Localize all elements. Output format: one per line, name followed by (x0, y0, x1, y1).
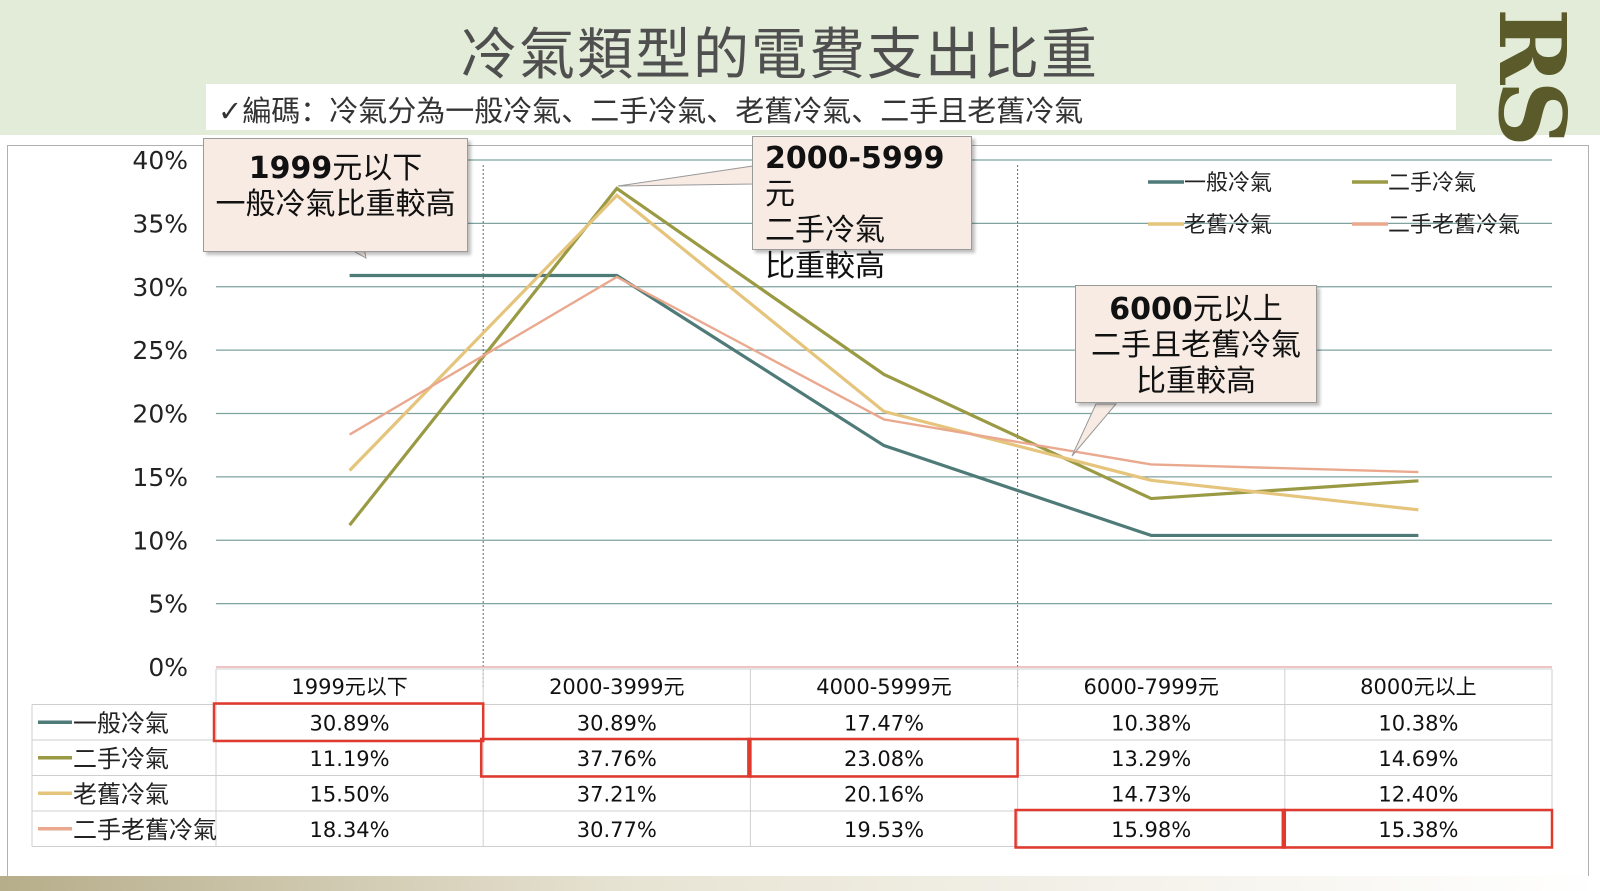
page-title: 冷氣類型的電費支出比重 (461, 23, 1099, 88)
data-label: 15.98% (1111, 818, 1191, 842)
data-label: 13.29% (1111, 747, 1191, 771)
callout-low-price-rest: 元以下 (332, 151, 423, 186)
callout-low-price: 1999元以下 一般冷氣比重較高 (203, 138, 468, 252)
highlight-box (1014, 808, 1287, 849)
y-tick-label: 30% (132, 273, 188, 302)
y-tick-label: 25% (132, 336, 188, 365)
data-table: 1999元以下 2000-3999元 4000-5999元 6000-7999元 800… (31, 668, 1554, 849)
data-label: 10.38% (1378, 711, 1458, 735)
subtitle: ✓編碼：冷氣分為一般冷氣、二手冷氣、老舊冷氣、二手且老舊冷氣 (218, 94, 1084, 128)
callout-pointer (617, 165, 754, 187)
y-tick-label: 35% (132, 209, 188, 238)
table-series-name: 二手老舊冷氣 (73, 816, 217, 844)
data-label: 30.89% (577, 711, 657, 735)
series-line (348, 193, 1419, 512)
data-label: 30.77% (577, 818, 657, 842)
category-label: 8000元以上 (1360, 675, 1476, 699)
data-label: 10.38% (1111, 711, 1191, 735)
table-series-name: 一般冷氣 (73, 709, 169, 737)
y-tick-label: 40% (132, 146, 188, 175)
callout-high-price: 6000元以上 二手且老舊冷氣 比重較高 (1075, 285, 1317, 403)
highlight-box (1281, 808, 1554, 849)
y-tick-label: 10% (132, 526, 188, 555)
data-label: 30.89% (310, 711, 390, 735)
legend-label: 二手老舊冷氣 (1388, 213, 1520, 238)
data-label: 20.16% (844, 782, 924, 806)
y-tick-label: 0% (148, 653, 188, 682)
callout-high-price-bold: 6000 (1109, 292, 1193, 327)
callout-low-price-line2: 一般冷氣比重較高 (215, 187, 456, 222)
callout-mid-price: 2000-5999元 二手冷氣 比重較高 (752, 136, 972, 284)
data-label: 11.19% (310, 747, 390, 771)
callout-mid-price-line2: 二手冷氣 (765, 213, 885, 248)
callout-mid-price-line3: 比重較高 (765, 249, 885, 284)
series-lines (348, 186, 1419, 538)
data-label: 23.08% (844, 747, 924, 771)
category-label: 4000-5999元 (816, 675, 951, 699)
legend-label: 二手冷氣 (1388, 171, 1476, 196)
category-label: 6000-7999元 (1083, 675, 1218, 699)
data-label: 18.34% (310, 818, 390, 842)
subtitle-box (206, 84, 1456, 130)
chart-frame (7, 145, 1589, 877)
y-tick-label: 5% (148, 590, 188, 619)
data-label: 17.47% (844, 711, 924, 735)
callout-mid-price-bold: 2000-5999 (765, 141, 945, 176)
data-label: 15.38% (1378, 818, 1458, 842)
callout-mid-price-rest: 元 (765, 177, 795, 212)
series-line (349, 273, 1419, 538)
table-series-name: 二手冷氣 (73, 745, 169, 773)
y-tick-labels: 0% 5% 10% 15% 20% 25% 30% 35% 40% (132, 146, 188, 682)
category-label: 2000-3999元 (549, 675, 684, 699)
data-label: 14.69% (1378, 747, 1458, 771)
data-label: 15.50% (310, 782, 390, 806)
callout-high-price-line2: 二手且老舊冷氣 (1091, 328, 1301, 363)
data-label: 37.21% (577, 782, 657, 806)
data-label: 12.40% (1378, 782, 1458, 806)
callout-high-price-line3: 比重較高 (1136, 364, 1256, 399)
table-series-name: 老舊冷氣 (73, 780, 169, 808)
highlight-box (479, 737, 752, 778)
series-line (348, 186, 1419, 527)
y-tick-label: 20% (132, 400, 188, 429)
data-label: 14.73% (1111, 782, 1191, 806)
category-label: 1999元以下 (291, 675, 407, 699)
y-tick-label: 15% (132, 463, 188, 492)
legend-label: 一般冷氣 (1184, 171, 1272, 196)
callout-low-price-bold: 1999 (248, 151, 333, 186)
highlight-box (747, 737, 1019, 778)
highlight-box (212, 702, 485, 743)
bottom-strip (0, 876, 1600, 891)
data-label: 19.53% (844, 818, 924, 842)
legend-label: 老舊冷氣 (1184, 213, 1272, 238)
series-line (348, 275, 1419, 474)
callout-high-price-rest: 元以上 (1192, 292, 1283, 327)
callout-pointer (1071, 403, 1118, 457)
data-label: 37.76% (577, 747, 657, 771)
